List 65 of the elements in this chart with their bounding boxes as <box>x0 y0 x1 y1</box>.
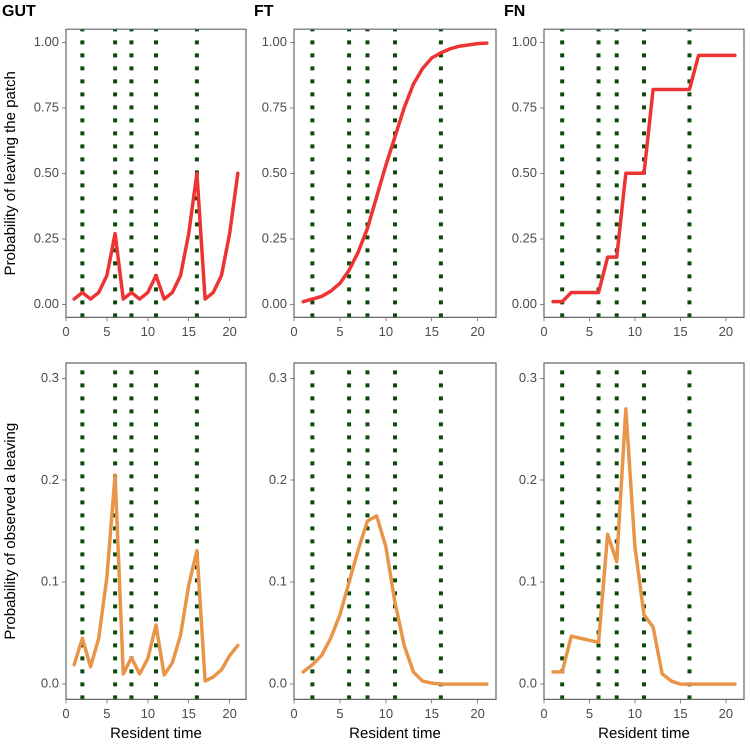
y-tick-label: 0.2 <box>268 472 287 487</box>
x-tick-label: 0 <box>540 324 548 339</box>
x-tick-label: 10 <box>140 706 156 721</box>
y-tick-label: 0.2 <box>518 472 537 487</box>
x-tick-label: 20 <box>718 324 734 339</box>
x-tick-label: 15 <box>181 706 196 721</box>
y-tick-label: 0.75 <box>512 99 537 114</box>
x-tick-label: 5 <box>586 706 594 721</box>
y-tick-label: 1.00 <box>262 34 287 49</box>
x-tick-label: 5 <box>103 324 111 339</box>
y-tick-label: 0.0 <box>40 676 59 691</box>
x-tick-label: 0 <box>290 706 298 721</box>
y-tick-label: 0.00 <box>512 296 537 311</box>
x-tick-label: 10 <box>378 324 394 339</box>
y-tick-label: 0.3 <box>40 370 59 385</box>
x-tick-label: 20 <box>470 324 485 339</box>
x-tick-label: 5 <box>103 706 111 721</box>
y-tick-label: 0.3 <box>518 370 537 385</box>
x-tick-label: 15 <box>673 706 688 721</box>
y-tick-label: 0.50 <box>34 164 59 180</box>
x-tick-label: 0 <box>290 324 298 339</box>
y-tick-label: 0.1 <box>518 574 537 589</box>
y-tick-label: 0.00 <box>262 296 287 311</box>
x-axis-title: Resident time <box>598 725 690 742</box>
x-tick-label: 15 <box>424 706 439 721</box>
x-tick-label: 5 <box>586 324 594 339</box>
y-tick-label: 0.1 <box>40 574 59 589</box>
chart-title: GUT <box>2 3 36 20</box>
x-tick-label: 15 <box>424 324 439 339</box>
y-tick-label: 0.2 <box>40 472 59 487</box>
y-tick-label: 0.50 <box>512 164 537 180</box>
y-tick-label: 0.0 <box>268 676 287 691</box>
x-tick-label: 20 <box>222 706 237 721</box>
chart-title: FN <box>504 3 526 20</box>
x-tick-label: 20 <box>470 706 485 721</box>
x-tick-label: 10 <box>628 706 642 721</box>
y-tick-label: 1.00 <box>34 34 59 49</box>
x-tick-label: 0 <box>62 706 70 721</box>
x-tick-label: 15 <box>181 324 196 339</box>
y-tick-label: 0.0 <box>518 676 537 691</box>
y-tick-label: 0.50 <box>262 164 287 180</box>
y-tick-label: 0.75 <box>34 99 59 114</box>
y-tick-label: 0.25 <box>34 230 59 246</box>
x-tick-label: 10 <box>378 706 394 721</box>
y-tick-label: 0.3 <box>268 370 287 385</box>
x-tick-label: 5 <box>336 706 344 721</box>
x-tick-label: 0 <box>540 706 548 721</box>
y-tick-label: 0.00 <box>34 296 59 311</box>
x-axis-title: Resident time <box>110 725 202 742</box>
y-tick-label: 0.25 <box>512 230 537 246</box>
y-tick-label: 0.25 <box>262 230 287 246</box>
y-tick-label: 0.1 <box>268 574 287 589</box>
chart-title: FT <box>254 3 274 20</box>
y-tick-label: 0.75 <box>262 99 287 114</box>
x-tick-label: 20 <box>222 324 237 339</box>
y-axis-title: Probability of observed a leaving <box>2 422 20 640</box>
x-tick-label: 20 <box>718 706 734 721</box>
x-tick-label: 10 <box>628 324 642 339</box>
y-tick-label: 1.00 <box>512 34 537 49</box>
x-axis-title: Resident time <box>349 725 441 742</box>
x-tick-label: 0 <box>62 324 70 339</box>
x-tick-label: 15 <box>673 324 688 339</box>
y-axis-title: Probability of leaving the patch <box>2 71 20 276</box>
x-tick-label: 10 <box>140 324 156 339</box>
x-tick-label: 5 <box>336 324 344 339</box>
